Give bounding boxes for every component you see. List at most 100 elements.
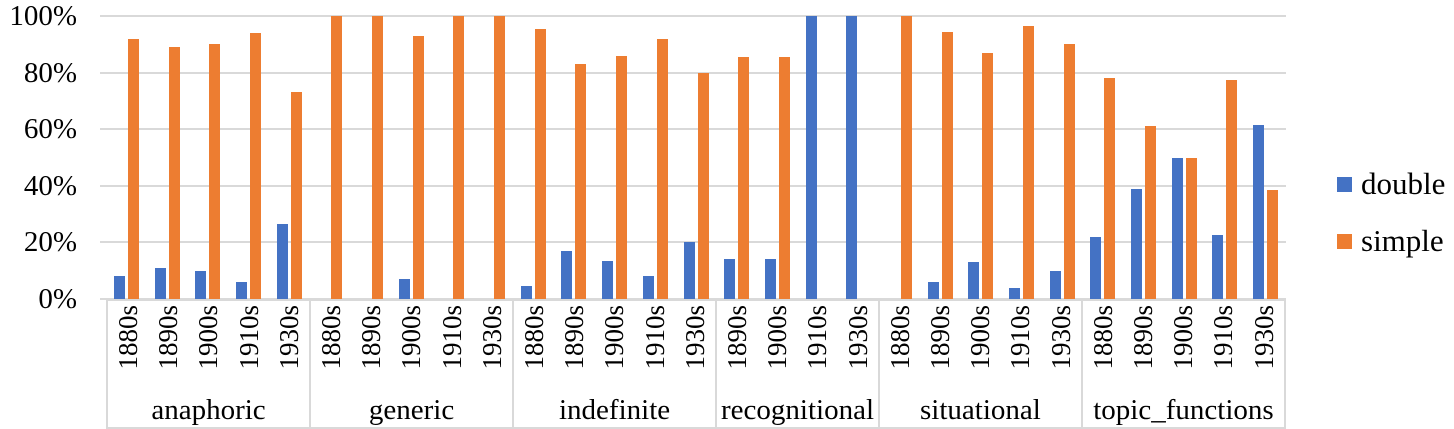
decade-tick-label: 1880s [1087, 305, 1118, 370]
decade-labels-row: 1880s 1890s 1900s 1910s 1930s [1083, 301, 1284, 394]
bar-simple [575, 64, 587, 299]
decade-tick-label: 1910s [1005, 305, 1036, 370]
bar-double [154, 267, 166, 299]
category-group-anaphoric: 1880s 1890s 1900s 1910s 1930s anaphoric [106, 301, 309, 427]
decade-tick-label: 1880s [884, 305, 915, 370]
bar-double [927, 282, 939, 299]
bar-group-generic [309, 16, 512, 299]
bar-double [195, 270, 207, 299]
decade-slot [961, 16, 1002, 299]
y-axis-tick-label: 0% [38, 283, 77, 315]
decade-slot [1245, 16, 1286, 299]
decade-tick-label: 1880s [518, 305, 549, 370]
bar-double [602, 260, 614, 299]
decade-slot [1205, 16, 1246, 299]
legend-label-double: double [1361, 166, 1446, 201]
decade-tick-label: 1930s [1248, 305, 1279, 370]
decade-tick-label: 1910s [436, 305, 467, 370]
y-axis-tick-label: 20% [23, 226, 77, 259]
category-group-topic_functions: 1880s 1890s 1900s 1910s 1930s topic_functions [1080, 301, 1286, 427]
decade-cell: 1880s [514, 305, 554, 394]
gridline [106, 298, 1286, 300]
gridline [106, 15, 1286, 17]
decade-slot [757, 16, 798, 299]
decade-cell: 1910s [432, 305, 472, 394]
category-group-situational: 1880s 1890s 1900s 1910s 1930s situational [877, 301, 1081, 427]
bar-double [1212, 235, 1224, 299]
decade-cell: 1930s [1041, 305, 1081, 394]
bar-double [113, 276, 125, 299]
decade-cell: 1930s [472, 305, 512, 394]
decade-cell: 1930s [269, 305, 309, 394]
category-group-indefinite: 1880s 1890s 1900s 1910s 1930s indefinite [512, 301, 715, 427]
decade-slot [838, 16, 879, 299]
decade-cell: 1900s [757, 305, 797, 394]
category-axis: 1880s 1890s 1900s 1910s 1930s anaphoric 1880s 1… [106, 301, 1286, 429]
bar-simple [331, 16, 343, 299]
bar-double [1131, 188, 1143, 299]
y-axis-tick-label: 80% [23, 56, 77, 89]
bar-simple [1226, 79, 1238, 299]
decade-cell: 1900s [188, 305, 228, 394]
y-axis-tick-mark [100, 184, 107, 187]
legend-item-double: double [1337, 167, 1445, 201]
decade-slot [879, 16, 920, 299]
decade-tick-label: 1890s [356, 305, 387, 370]
decade-slot [1042, 16, 1083, 299]
decade-tick-label: 1910s [802, 305, 833, 370]
decade-cell: 1910s [1001, 305, 1041, 394]
bar-group-recognitional [716, 16, 879, 299]
decade-tick-label: 1910s [233, 305, 264, 370]
decade-slot [432, 16, 473, 299]
decade-labels-row: 1880s 1890s 1900s 1910s 1930s [108, 301, 309, 394]
decade-tick-label: 1880s [112, 305, 143, 370]
gridline [106, 128, 1286, 131]
decade-slot [1083, 16, 1124, 299]
bar-simple [249, 32, 261, 299]
decade-tick-label: 1880s [315, 305, 346, 370]
y-axis-tick-label: 100% [9, 0, 77, 32]
bar-double [764, 259, 776, 299]
bar-double [235, 282, 247, 299]
gridline [106, 184, 1286, 187]
category-group-recognitional: 1890s 1900s 1910s 1930s recognitional [715, 301, 878, 427]
bar-simple [738, 57, 750, 299]
bar-simple [168, 47, 180, 299]
legend: double simple [1337, 167, 1445, 258]
y-axis-tick-mark [100, 15, 107, 17]
bar-simple [941, 31, 953, 299]
bar-double [398, 279, 410, 299]
bar-simple [1267, 190, 1279, 299]
decade-cell: 1930s [675, 305, 715, 394]
decade-cell: 1880s [880, 305, 920, 394]
legend-item-simple: simple [1337, 224, 1445, 258]
decade-tick-label: 1900s [193, 305, 224, 370]
y-axis-tick-mark [100, 241, 107, 244]
decade-slot [676, 16, 717, 299]
decade-tick-label: 1890s [153, 305, 184, 370]
decade-cell: 1880s [1083, 305, 1123, 394]
decade-labels-row: 1880s 1890s 1900s 1910s 1930s [880, 301, 1081, 394]
legend-swatch-double [1337, 176, 1352, 192]
decade-labels-row: 1890s 1900s 1910s 1930s [717, 301, 878, 394]
bar-simple [982, 52, 994, 299]
y-axis-tick-label: 40% [23, 169, 77, 202]
bar-double [1049, 270, 1061, 299]
category-label: generic [368, 394, 455, 426]
bar-simple [1023, 25, 1035, 299]
decade-cell: 1930s [838, 305, 878, 394]
bar-simple [1145, 126, 1157, 299]
decade-labels-row: 1880s 1890s 1900s 1910s 1930s [514, 301, 715, 394]
bar-double [1171, 157, 1183, 299]
decade-slot [1164, 16, 1205, 299]
decade-slot [554, 16, 595, 299]
bar-simple [290, 92, 302, 299]
category-label: situational [920, 394, 1041, 426]
decade-slot [106, 16, 147, 299]
decade-tick-label: 1930s [1045, 305, 1076, 370]
bar-simple [371, 16, 383, 299]
decade-slot [798, 16, 839, 299]
bar-group-indefinite [513, 16, 716, 299]
decade-tick-label: 1890s [1128, 305, 1159, 370]
decade-slot [594, 16, 635, 299]
